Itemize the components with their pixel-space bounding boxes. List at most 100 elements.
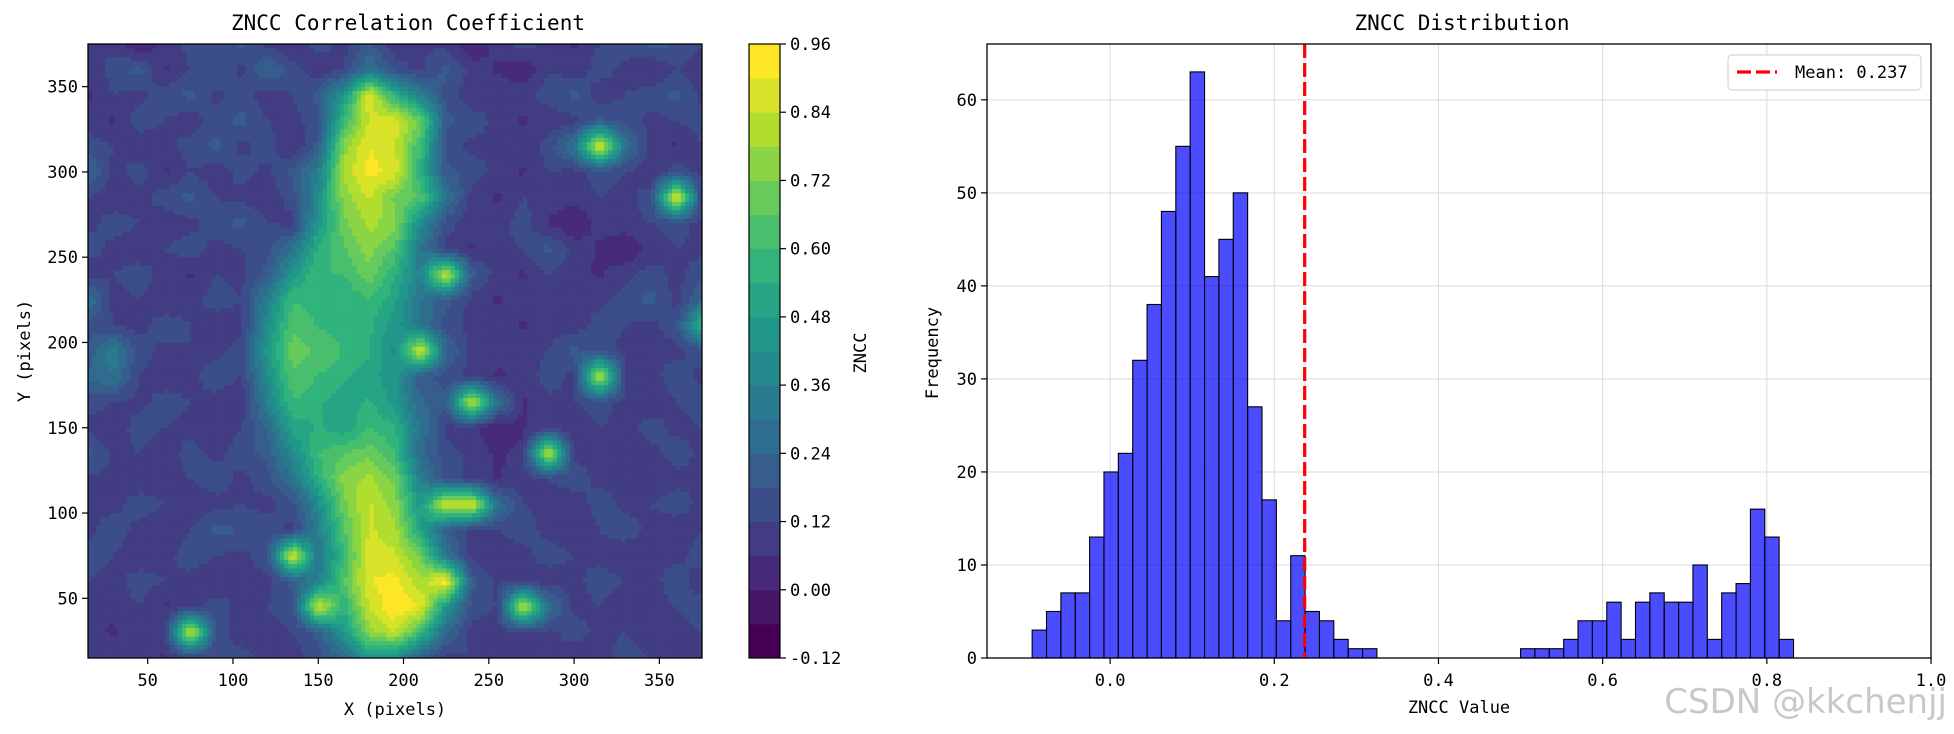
heatmap-cell — [233, 138, 238, 143]
heatmap-cell — [118, 78, 123, 83]
heatmap-cell — [88, 172, 93, 177]
heatmap-cell — [284, 151, 289, 156]
heatmap-cell — [455, 159, 460, 164]
heatmap-cell — [105, 70, 110, 75]
heatmap-cell — [378, 61, 383, 66]
heatmap-cell — [348, 129, 353, 134]
heatmap-cell — [314, 134, 319, 139]
heatmap-cell — [480, 44, 485, 49]
heatmap-cell — [114, 193, 119, 198]
heatmap-cell — [625, 104, 630, 109]
heatmap-cell — [203, 189, 208, 194]
heatmap-cell — [118, 65, 123, 70]
heatmap-cell — [224, 125, 229, 130]
heatmap-cell — [97, 53, 102, 58]
heatmap-cell — [152, 74, 157, 79]
heatmap-cell — [489, 65, 494, 70]
heatmap-cell — [229, 125, 234, 130]
heatmap-cell — [604, 82, 609, 87]
heatmap-cell — [250, 163, 255, 168]
heatmap-cell — [442, 142, 447, 147]
heatmap-cell — [288, 172, 293, 177]
heatmap-cell — [557, 91, 562, 96]
heatmap-cell — [689, 99, 694, 104]
heatmap-cell — [369, 172, 374, 177]
heatmap-cell — [237, 121, 242, 126]
heatmap-cell — [429, 65, 434, 70]
heatmap-cell — [587, 91, 592, 96]
heatmap-cell — [391, 138, 396, 143]
heatmap-cell — [647, 82, 652, 87]
heatmap-cell — [463, 172, 468, 177]
heatmap-cell — [476, 142, 481, 147]
heatmap-cell — [276, 99, 281, 104]
heatmap-cell — [476, 193, 481, 198]
heatmap-cell — [156, 159, 161, 164]
heatmap-cell — [374, 151, 379, 156]
heatmap-cell — [301, 87, 306, 92]
heatmap-cell — [335, 116, 340, 121]
heatmap-cell — [514, 44, 519, 49]
heatmap-cell — [178, 180, 183, 185]
heatmap-cell — [489, 82, 494, 87]
heatmap-cell — [105, 65, 110, 70]
heatmap-cell — [485, 159, 490, 164]
heatmap-cell — [566, 95, 571, 100]
heatmap-cell — [421, 53, 426, 58]
heatmap-cell — [395, 180, 400, 185]
heatmap-cell — [250, 185, 255, 190]
heatmap-cell — [109, 189, 114, 194]
heatmap-cell — [97, 108, 102, 113]
heatmap-cell — [331, 193, 336, 198]
heatmap-cell — [485, 95, 490, 100]
heatmap-cell — [480, 48, 485, 53]
heatmap-cell — [625, 163, 630, 168]
heatmap-cell — [455, 116, 460, 121]
heatmap-cell — [203, 134, 208, 139]
heatmap-cell — [480, 125, 485, 130]
heatmap-cell — [421, 168, 426, 173]
heatmap-cell — [455, 99, 460, 104]
heatmap-cell — [450, 78, 455, 83]
heatmap-cell — [88, 189, 93, 194]
heatmap-cell — [114, 78, 119, 83]
heatmap-cell — [259, 142, 264, 147]
heatmap-cell — [557, 87, 562, 92]
heatmap-cell — [361, 65, 366, 70]
heatmap-cell — [519, 172, 524, 177]
heatmap-cell — [668, 82, 673, 87]
heatmap-cell — [647, 70, 652, 75]
heatmap-cell — [561, 146, 566, 151]
heatmap-cell — [182, 125, 187, 130]
heatmap-cell — [497, 78, 502, 83]
heatmap-cell — [352, 146, 357, 151]
heatmap-cell — [664, 57, 669, 62]
heatmap-cell — [655, 138, 660, 143]
heatmap-cell — [570, 95, 575, 100]
heatmap-cell — [352, 82, 357, 87]
heatmap-cell — [549, 82, 554, 87]
heatmap-cell — [323, 163, 328, 168]
heatmap-cell — [131, 134, 136, 139]
heatmap-cell — [566, 48, 571, 53]
heatmap-cell — [233, 104, 238, 109]
heatmap-cell — [327, 95, 332, 100]
heatmap-cell — [224, 82, 229, 87]
heatmap-cell — [152, 155, 157, 160]
heatmap-cell — [510, 159, 515, 164]
heatmap-cell — [139, 104, 144, 109]
heatmap-cell — [681, 129, 686, 134]
heatmap-cell — [190, 112, 195, 117]
heatmap-cell — [612, 87, 617, 92]
heatmap-cell — [297, 176, 302, 181]
heatmap-cell — [442, 78, 447, 83]
heatmap-cell — [284, 57, 289, 62]
heatmap-cell — [378, 138, 383, 143]
heatmap-cell — [237, 151, 242, 156]
heatmap-cell — [361, 163, 366, 168]
heatmap-cell — [566, 168, 571, 173]
heatmap-cell — [676, 87, 681, 92]
heatmap-cell — [331, 121, 336, 126]
heatmap-cell — [361, 129, 366, 134]
heatmap-cell — [429, 116, 434, 121]
